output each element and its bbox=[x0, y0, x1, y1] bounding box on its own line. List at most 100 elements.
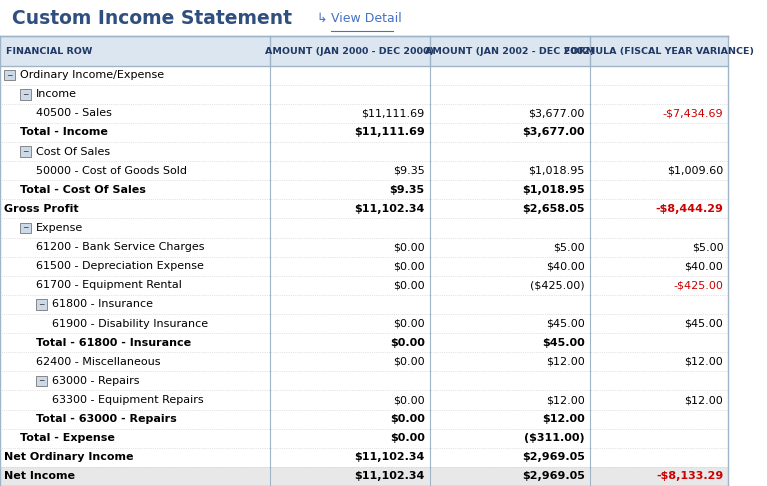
Text: ↳: ↳ bbox=[317, 12, 328, 25]
Text: ($311.00): ($311.00) bbox=[525, 433, 585, 443]
FancyBboxPatch shape bbox=[0, 104, 729, 123]
Bar bbox=[21, 146, 31, 157]
FancyBboxPatch shape bbox=[0, 295, 729, 314]
Text: $12.00: $12.00 bbox=[546, 395, 585, 405]
Text: $11,102.34: $11,102.34 bbox=[354, 204, 425, 214]
Text: -$425.00: -$425.00 bbox=[673, 280, 723, 290]
FancyBboxPatch shape bbox=[0, 161, 729, 180]
Text: Total - Cost Of Sales: Total - Cost Of Sales bbox=[21, 185, 146, 195]
Text: 50000 - Cost of Goods Sold: 50000 - Cost of Goods Sold bbox=[36, 166, 187, 176]
Text: Total - 63000 - Repairs: Total - 63000 - Repairs bbox=[36, 414, 177, 424]
Text: 63000 - Repairs: 63000 - Repairs bbox=[51, 376, 140, 386]
Text: −: − bbox=[6, 70, 13, 80]
Text: Income: Income bbox=[36, 89, 77, 99]
Text: Total - Income: Total - Income bbox=[21, 127, 108, 138]
Text: Total - Expense: Total - Expense bbox=[21, 433, 115, 443]
Text: Ordinary Income/Expense: Ordinary Income/Expense bbox=[20, 70, 164, 80]
FancyBboxPatch shape bbox=[0, 410, 729, 429]
Text: $12.00: $12.00 bbox=[546, 357, 585, 367]
Bar bbox=[21, 89, 31, 100]
Text: −: − bbox=[38, 300, 44, 309]
Text: $2,969.05: $2,969.05 bbox=[522, 471, 585, 482]
Text: -$8,444.29: -$8,444.29 bbox=[656, 204, 723, 214]
Text: 61500 - Depreciation Expense: 61500 - Depreciation Expense bbox=[36, 261, 204, 271]
FancyBboxPatch shape bbox=[0, 371, 729, 390]
Text: −: − bbox=[38, 376, 44, 385]
Text: −: − bbox=[22, 147, 28, 156]
Text: $11,111.69: $11,111.69 bbox=[361, 108, 425, 119]
Text: $0.00: $0.00 bbox=[393, 261, 425, 271]
Text: Total - 61800 - Insurance: Total - 61800 - Insurance bbox=[36, 338, 192, 347]
Text: -$8,133.29: -$8,133.29 bbox=[656, 471, 723, 482]
Text: $11,102.34: $11,102.34 bbox=[354, 452, 425, 462]
Text: $11,111.69: $11,111.69 bbox=[354, 127, 425, 138]
Text: $12.00: $12.00 bbox=[685, 395, 723, 405]
Text: 61200 - Bank Service Charges: 61200 - Bank Service Charges bbox=[36, 242, 205, 252]
Text: $9.35: $9.35 bbox=[393, 166, 425, 176]
FancyBboxPatch shape bbox=[0, 142, 729, 161]
Text: $0.00: $0.00 bbox=[390, 433, 425, 443]
Text: ($425.00): ($425.00) bbox=[530, 280, 585, 290]
Text: $45.00: $45.00 bbox=[685, 319, 723, 329]
Text: $1,009.60: $1,009.60 bbox=[667, 166, 723, 176]
Text: Cost Of Sales: Cost Of Sales bbox=[36, 147, 110, 156]
Text: 61700 - Equipment Rental: 61700 - Equipment Rental bbox=[36, 280, 183, 290]
Text: $11,102.34: $11,102.34 bbox=[354, 471, 425, 482]
Bar bbox=[21, 223, 31, 233]
FancyBboxPatch shape bbox=[0, 314, 729, 333]
Text: $0.00: $0.00 bbox=[390, 338, 425, 347]
Text: 61900 - Disability Insurance: 61900 - Disability Insurance bbox=[52, 319, 209, 329]
Text: 40500 - Sales: 40500 - Sales bbox=[36, 108, 112, 119]
Text: Custom Income Statement: Custom Income Statement bbox=[12, 9, 291, 28]
Text: $0.00: $0.00 bbox=[393, 280, 425, 290]
Text: Net Income: Net Income bbox=[5, 471, 75, 482]
Bar bbox=[36, 376, 47, 386]
Text: $5.00: $5.00 bbox=[692, 242, 723, 252]
FancyBboxPatch shape bbox=[0, 123, 729, 142]
Bar bbox=[36, 299, 47, 310]
FancyBboxPatch shape bbox=[0, 180, 729, 199]
Text: −: − bbox=[22, 224, 28, 232]
Bar bbox=[5, 70, 15, 80]
FancyBboxPatch shape bbox=[0, 66, 729, 85]
Text: $0.00: $0.00 bbox=[393, 357, 425, 367]
FancyBboxPatch shape bbox=[0, 429, 729, 448]
Text: Gross Profit: Gross Profit bbox=[5, 204, 79, 214]
Text: Net Ordinary Income: Net Ordinary Income bbox=[5, 452, 134, 462]
Text: Expense: Expense bbox=[36, 223, 83, 233]
FancyBboxPatch shape bbox=[0, 276, 729, 295]
Text: $1,018.95: $1,018.95 bbox=[528, 166, 585, 176]
Text: $2,658.05: $2,658.05 bbox=[522, 204, 585, 214]
Text: 63300 - Equipment Repairs: 63300 - Equipment Repairs bbox=[52, 395, 204, 405]
FancyBboxPatch shape bbox=[0, 36, 729, 66]
FancyBboxPatch shape bbox=[0, 199, 729, 219]
FancyBboxPatch shape bbox=[0, 257, 729, 276]
Text: $5.00: $5.00 bbox=[553, 242, 585, 252]
Text: $3,677.00: $3,677.00 bbox=[522, 127, 585, 138]
Text: $0.00: $0.00 bbox=[390, 414, 425, 424]
Text: 61800 - Insurance: 61800 - Insurance bbox=[51, 299, 153, 310]
FancyBboxPatch shape bbox=[0, 85, 729, 104]
Text: $2,969.05: $2,969.05 bbox=[522, 452, 585, 462]
Text: AMOUNT (JAN 2002 - DEC 2002): AMOUNT (JAN 2002 - DEC 2002) bbox=[426, 47, 594, 55]
Text: 62400 - Miscellaneous: 62400 - Miscellaneous bbox=[36, 357, 161, 367]
FancyBboxPatch shape bbox=[0, 333, 729, 352]
Text: $0.00: $0.00 bbox=[393, 242, 425, 252]
Text: $0.00: $0.00 bbox=[393, 395, 425, 405]
Text: View Detail: View Detail bbox=[331, 12, 402, 25]
Text: $9.35: $9.35 bbox=[390, 185, 425, 195]
FancyBboxPatch shape bbox=[0, 352, 729, 371]
Text: $0.00: $0.00 bbox=[393, 319, 425, 329]
Text: $40.00: $40.00 bbox=[685, 261, 723, 271]
Text: $12.00: $12.00 bbox=[685, 357, 723, 367]
Text: $1,018.95: $1,018.95 bbox=[522, 185, 585, 195]
FancyBboxPatch shape bbox=[0, 219, 729, 238]
Text: $45.00: $45.00 bbox=[542, 338, 585, 347]
Text: -$7,434.69: -$7,434.69 bbox=[663, 108, 723, 119]
FancyBboxPatch shape bbox=[0, 390, 729, 410]
Text: AMOUNT (JAN 2000 - DEC 2000): AMOUNT (JAN 2000 - DEC 2000) bbox=[265, 47, 434, 55]
Text: −: − bbox=[22, 90, 28, 99]
Text: $12.00: $12.00 bbox=[542, 414, 585, 424]
Text: $40.00: $40.00 bbox=[546, 261, 585, 271]
Text: $3,677.00: $3,677.00 bbox=[528, 108, 585, 119]
